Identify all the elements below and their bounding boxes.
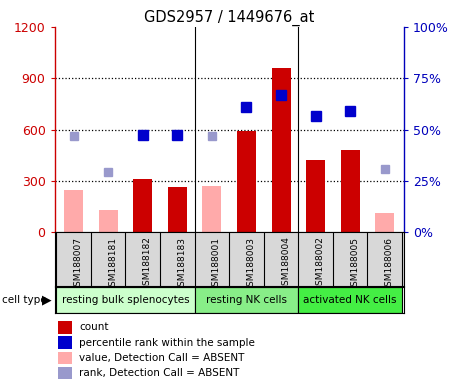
Bar [237, 131, 256, 232]
Bar [341, 150, 360, 232]
Bar [272, 68, 291, 232]
Bar [58, 367, 72, 379]
Text: activated NK cells: activated NK cells [304, 295, 397, 305]
Bar [298, 287, 402, 313]
Bar [168, 187, 187, 232]
Bar [58, 336, 72, 349]
Text: GSM188007: GSM188007 [74, 237, 83, 291]
Text: ▶: ▶ [42, 293, 51, 306]
Bar [57, 287, 195, 313]
Text: GSM188002: GSM188002 [315, 237, 324, 291]
Bar [58, 351, 72, 364]
Text: GSM188001: GSM188001 [212, 237, 221, 291]
Text: percentile rank within the sample: percentile rank within the sample [79, 338, 255, 348]
Bar [306, 161, 325, 232]
Bar [64, 190, 83, 232]
Text: resting bulk splenocytes: resting bulk splenocytes [62, 295, 190, 305]
Text: GSM188003: GSM188003 [247, 237, 256, 291]
Bar [99, 210, 118, 232]
Bar [375, 214, 394, 232]
Bar [202, 186, 221, 232]
Text: resting NK cells: resting NK cells [206, 295, 287, 305]
Text: GSM188183: GSM188183 [177, 237, 186, 291]
Bar [133, 179, 152, 232]
Text: GSM188005: GSM188005 [350, 237, 359, 291]
Text: rank, Detection Call = ABSENT: rank, Detection Call = ABSENT [79, 368, 239, 378]
Text: GSM188182: GSM188182 [143, 237, 152, 291]
Text: GSM188004: GSM188004 [281, 237, 290, 291]
Text: count: count [79, 322, 109, 332]
Text: value, Detection Call = ABSENT: value, Detection Call = ABSENT [79, 353, 245, 363]
Bar [58, 321, 72, 334]
Text: GSM188181: GSM188181 [108, 237, 117, 291]
Bar [195, 287, 298, 313]
Text: GSM188006: GSM188006 [385, 237, 394, 291]
Title: GDS2957 / 1449676_at: GDS2957 / 1449676_at [144, 9, 314, 25]
Text: cell type: cell type [2, 295, 47, 305]
